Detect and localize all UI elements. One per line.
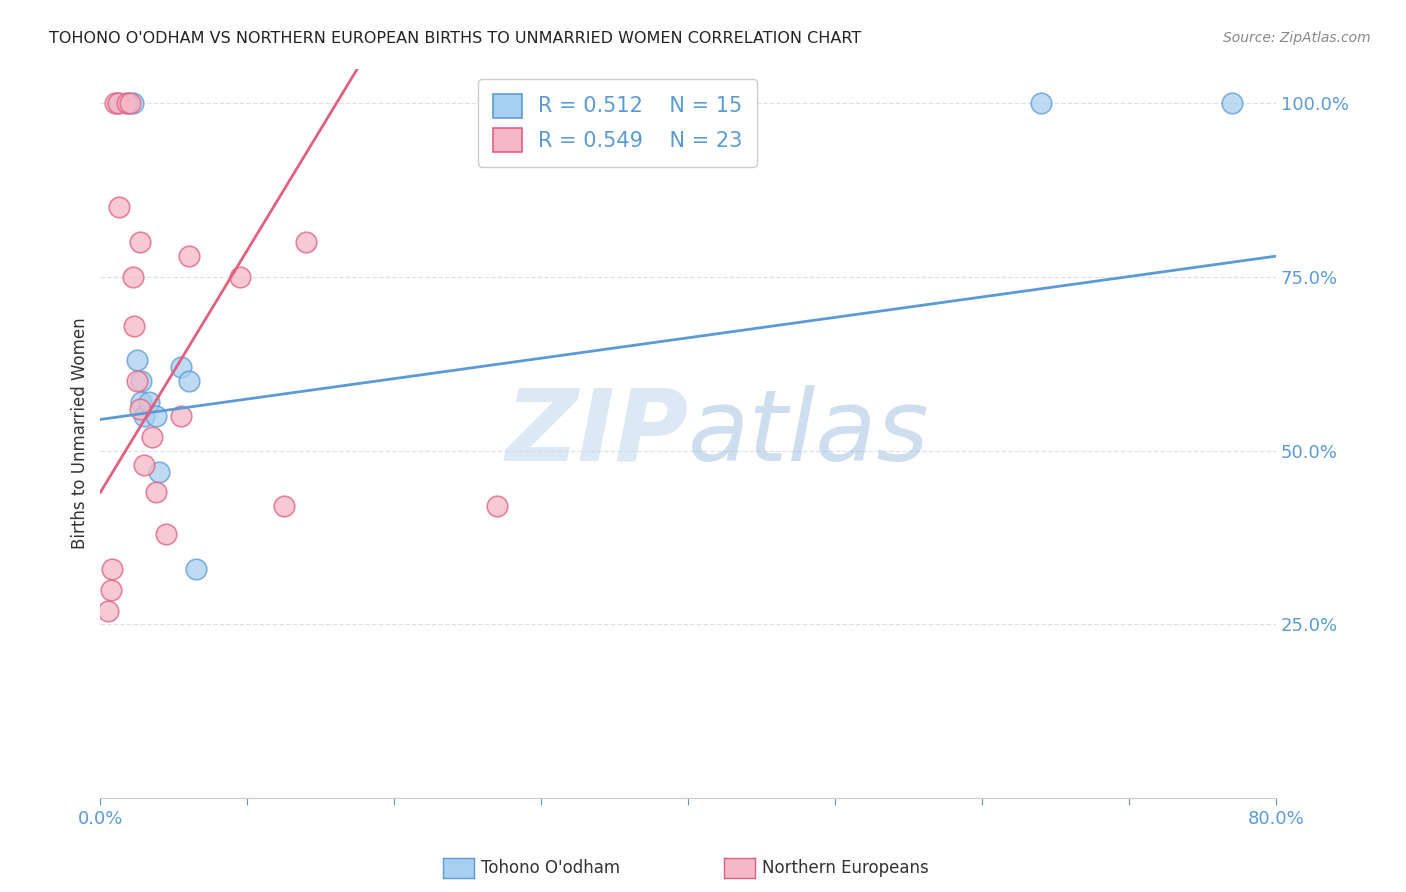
Point — [177, 374, 200, 388]
Text: Northern Europeans: Northern Europeans — [762, 859, 929, 877]
Point — [115, 96, 138, 111]
Point — [127, 374, 149, 388]
Point — [131, 395, 153, 409]
Point — [145, 485, 167, 500]
Point — [295, 235, 318, 250]
Point — [155, 527, 177, 541]
Text: Source: ZipAtlas.com: Source: ZipAtlas.com — [1223, 31, 1371, 45]
Point — [118, 96, 141, 111]
Text: Tohono O'odham: Tohono O'odham — [481, 859, 620, 877]
Point — [104, 96, 127, 111]
Point — [170, 360, 193, 375]
Point — [101, 562, 124, 576]
Point — [107, 96, 129, 111]
Point — [148, 465, 170, 479]
Point — [108, 201, 131, 215]
Point — [141, 430, 163, 444]
Point — [129, 235, 152, 250]
Point — [121, 270, 143, 285]
Text: ZIP: ZIP — [505, 384, 688, 482]
Text: TOHONO O'ODHAM VS NORTHERN EUROPEAN BIRTHS TO UNMARRIED WOMEN CORRELATION CHART: TOHONO O'ODHAM VS NORTHERN EUROPEAN BIRT… — [49, 31, 862, 46]
Point — [1220, 96, 1243, 111]
Point — [145, 409, 167, 423]
Point — [273, 500, 295, 514]
Legend: R = 0.512    N = 15, R = 0.549    N = 23: R = 0.512 N = 15, R = 0.549 N = 23 — [478, 78, 758, 167]
Y-axis label: Births to Unmarried Women: Births to Unmarried Women — [72, 318, 89, 549]
Point — [184, 562, 207, 576]
Point — [1029, 96, 1052, 111]
Point — [486, 500, 509, 514]
Point — [229, 270, 252, 285]
Point — [138, 395, 160, 409]
Point — [177, 249, 200, 263]
Point — [100, 582, 122, 597]
Point — [107, 96, 129, 111]
Point — [131, 374, 153, 388]
Point — [115, 96, 138, 111]
Point — [122, 318, 145, 333]
Point — [127, 353, 149, 368]
Point — [121, 96, 143, 111]
Point — [134, 458, 156, 472]
Point — [97, 603, 120, 617]
Point — [170, 409, 193, 423]
Text: atlas: atlas — [688, 384, 929, 482]
Point — [134, 409, 156, 423]
Point — [129, 402, 152, 417]
